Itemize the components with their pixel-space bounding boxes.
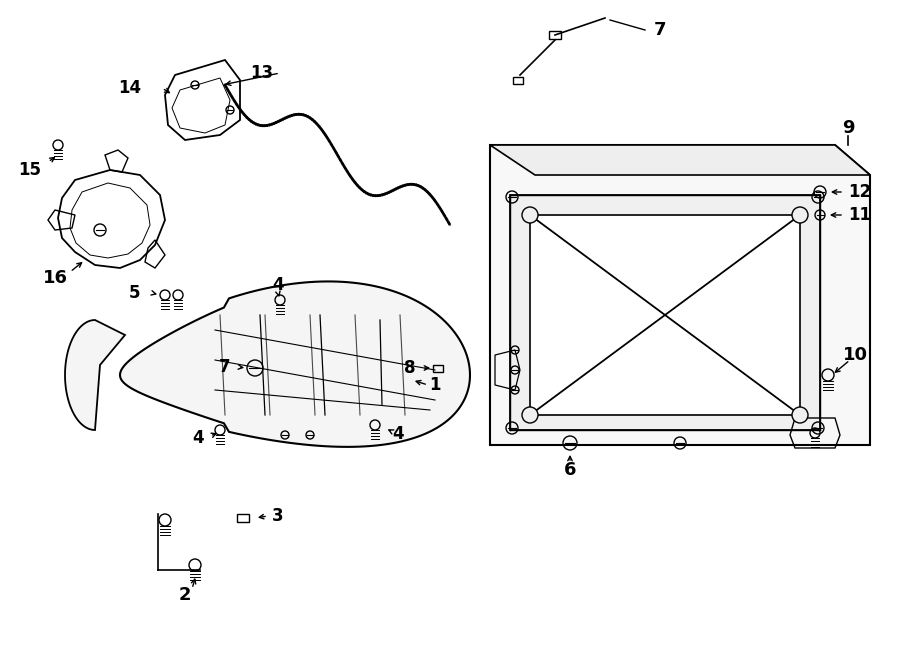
Text: 16: 16 — [42, 269, 68, 287]
Text: 5: 5 — [130, 284, 140, 302]
Polygon shape — [510, 195, 820, 430]
Text: 8: 8 — [404, 359, 416, 377]
Text: 7: 7 — [220, 358, 230, 376]
Circle shape — [522, 407, 538, 423]
Text: 6: 6 — [563, 461, 576, 479]
Text: 10: 10 — [842, 346, 868, 364]
Circle shape — [792, 407, 808, 423]
Text: 3: 3 — [272, 507, 284, 525]
Text: 4: 4 — [272, 276, 284, 294]
Text: 1: 1 — [429, 376, 441, 394]
Text: 14: 14 — [119, 79, 141, 97]
Polygon shape — [530, 215, 800, 415]
Text: 4: 4 — [392, 425, 404, 443]
Text: 9: 9 — [842, 119, 854, 137]
Text: 11: 11 — [848, 206, 871, 224]
Text: 13: 13 — [250, 64, 274, 82]
Circle shape — [522, 207, 538, 223]
Text: 2: 2 — [179, 586, 191, 604]
Text: 12: 12 — [848, 183, 871, 201]
Circle shape — [792, 207, 808, 223]
Text: 4: 4 — [193, 429, 203, 447]
Text: 15: 15 — [19, 161, 41, 179]
Polygon shape — [65, 320, 125, 430]
Polygon shape — [490, 145, 870, 445]
Polygon shape — [490, 145, 870, 175]
Text: 7: 7 — [653, 21, 666, 39]
Polygon shape — [120, 282, 470, 447]
